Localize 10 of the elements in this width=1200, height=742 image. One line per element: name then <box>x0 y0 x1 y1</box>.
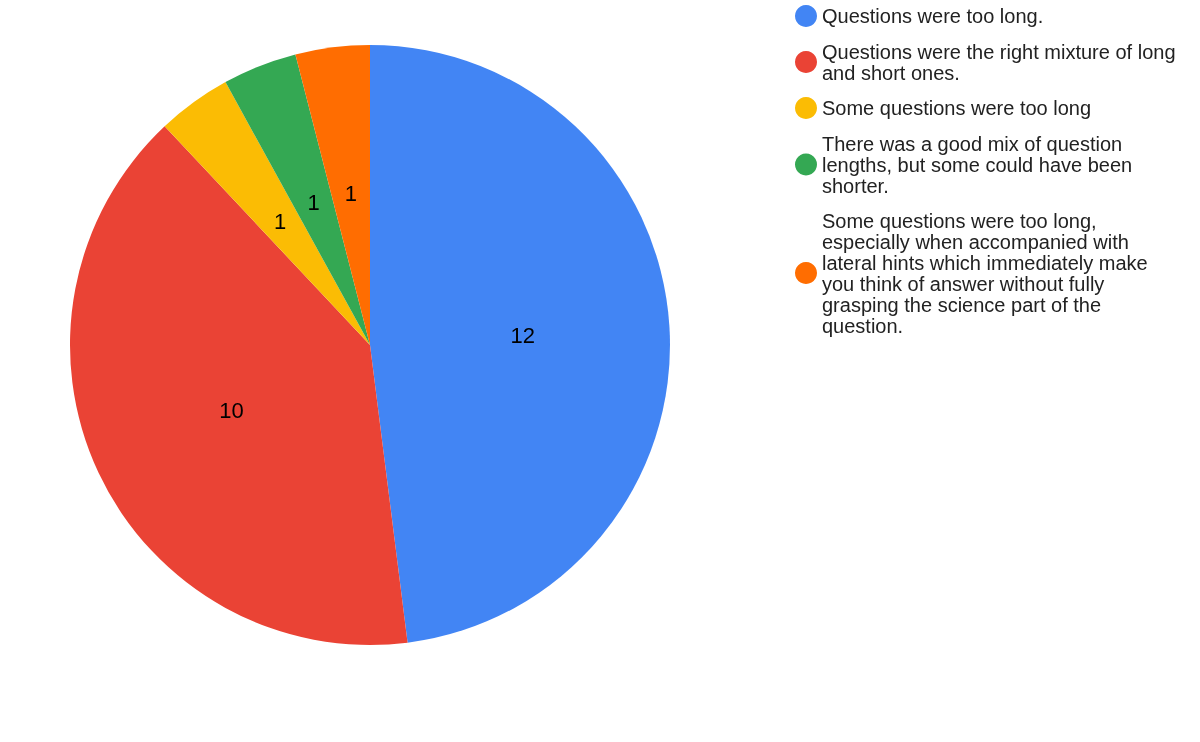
data-label: 12 <box>510 322 535 348</box>
legend-label: Some questions were too long, especially when accompanied with lateral hints which immediately make you think of answer without fully grasping the science part of the question. <box>822 209 1154 337</box>
legend-label: There was a good mix of question lengths, but some could have been shorter. <box>822 132 1138 197</box>
data-label: 1 <box>273 208 287 234</box>
data-label: 1 <box>344 180 357 206</box>
data-label: 10 <box>219 397 244 423</box>
legend-label: Questions were too long. <box>822 5 1044 27</box>
legend-label: Questions were the right mixture of long and short ones. <box>822 40 1182 84</box>
legend-label: Some questions were too long <box>822 97 1092 119</box>
data-label: 1 <box>307 190 320 216</box>
